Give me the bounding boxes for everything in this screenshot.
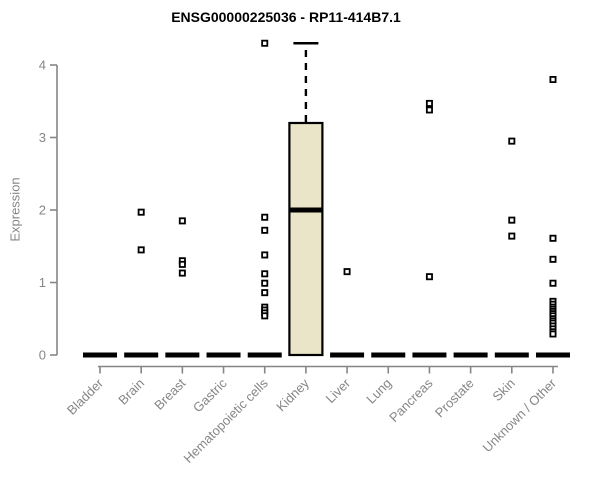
outlier-point xyxy=(137,246,145,254)
outlier-point xyxy=(178,217,186,225)
x-tick-label: Gastric xyxy=(190,375,230,415)
x-tick-label: Prostate xyxy=(432,376,477,421)
outlier-point xyxy=(178,260,186,268)
zero-median-bar xyxy=(330,352,365,358)
x-tick-label: Unknown / Other xyxy=(480,375,560,455)
outlier-point xyxy=(549,255,557,263)
outlier-point xyxy=(261,312,269,320)
outlier-point xyxy=(261,279,269,287)
outlier-point xyxy=(549,76,557,84)
zero-median-bar xyxy=(535,352,570,358)
x-tick-label: Pancreas xyxy=(386,375,436,425)
zero-median-bar xyxy=(412,352,447,358)
outlier-point xyxy=(178,269,186,277)
outlier-point xyxy=(261,226,269,234)
x-tick-label: Lung xyxy=(363,376,394,407)
outlier-point xyxy=(261,270,269,278)
zero-median-bar xyxy=(247,352,282,358)
y-tick-label: 1 xyxy=(39,275,46,290)
outlier-point xyxy=(425,106,433,114)
y-tick-label: 3 xyxy=(39,130,46,145)
x-tick-label: Brain xyxy=(115,376,147,408)
outlier-point xyxy=(343,268,351,276)
outlier-point xyxy=(508,216,516,224)
outlier-point xyxy=(549,234,557,242)
outlier-point xyxy=(549,330,557,338)
x-tick-label: Liver xyxy=(323,375,354,406)
y-tick-label: 0 xyxy=(39,348,46,363)
outlier-point xyxy=(261,289,269,297)
x-tick-label: Bladder xyxy=(64,375,107,418)
zero-median-bar xyxy=(453,352,488,358)
chart-title: ENSG00000225036 - RP11-414B7.1 xyxy=(171,9,401,25)
outlier-point xyxy=(425,273,433,281)
outlier-point xyxy=(137,208,145,216)
y-tick-label: 4 xyxy=(39,58,46,73)
zero-median-bar xyxy=(494,352,529,358)
zero-median-bar xyxy=(83,352,117,358)
outlier-point xyxy=(425,99,433,107)
outlier-point xyxy=(261,213,269,221)
outlier-point xyxy=(261,39,269,47)
outlier-point xyxy=(261,251,269,259)
y-tick-label: 2 xyxy=(39,203,46,218)
zero-median-bar xyxy=(206,352,241,358)
x-tick-label: Skin xyxy=(489,376,517,404)
outlier-point xyxy=(508,232,516,240)
zero-median-bar xyxy=(165,352,200,358)
box xyxy=(288,121,324,357)
x-tick-label: Breast xyxy=(151,375,188,412)
outlier-point xyxy=(508,137,516,145)
x-tick-label: Kidney xyxy=(273,375,312,414)
zero-median-bar xyxy=(124,352,159,358)
outlier-point xyxy=(549,279,557,287)
zero-median-bar xyxy=(371,352,406,358)
